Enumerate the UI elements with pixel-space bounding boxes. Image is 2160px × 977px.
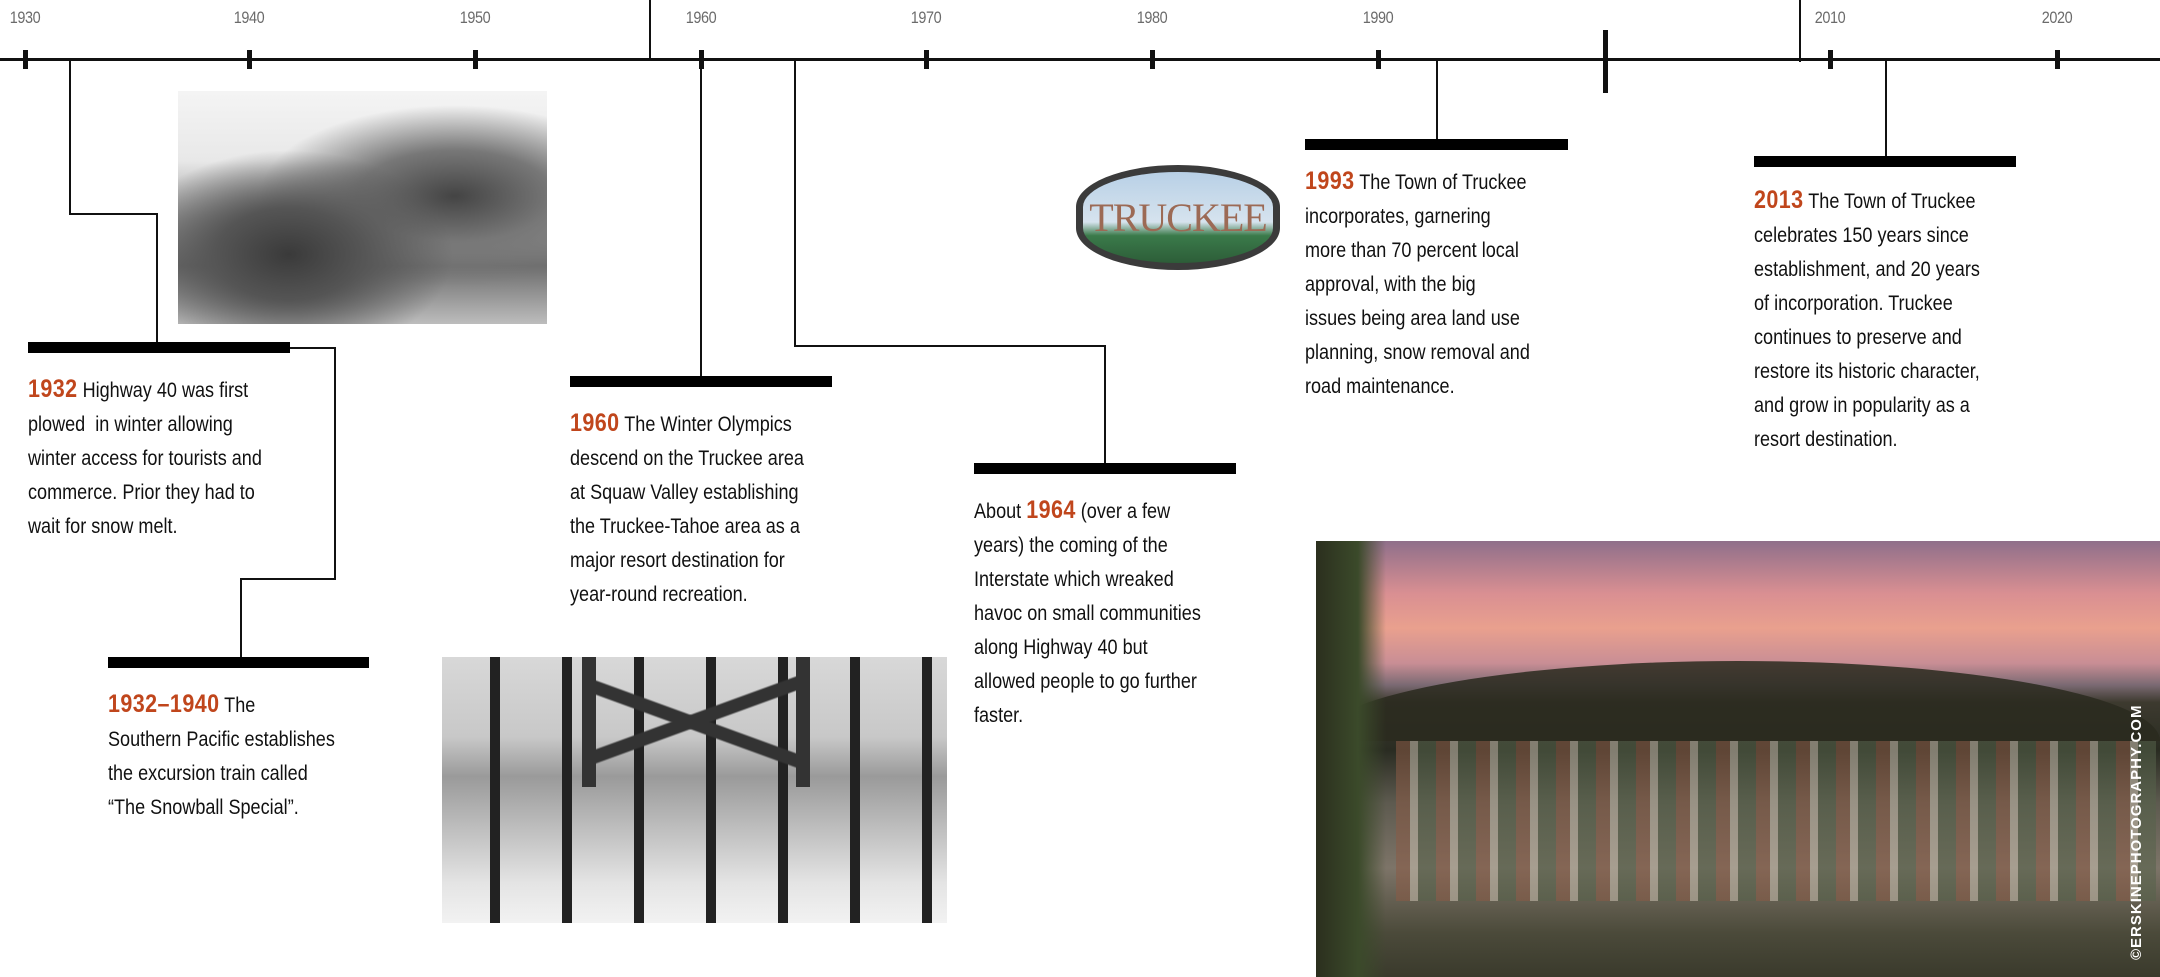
- event-text: 2013 The Town of Truckee celebrates 150 y…: [1754, 183, 1980, 457]
- year-label: 1950: [459, 8, 491, 27]
- olympic-skiers-photo: [442, 657, 947, 923]
- event-line: the Truckee-Tahoe area as a: [570, 515, 800, 538]
- event-line: along Highway 40 but: [974, 636, 1148, 659]
- event-line: wait for snow melt.: [28, 515, 178, 538]
- connector: [794, 345, 1106, 347]
- highway-40-photo: [178, 91, 547, 324]
- town-of-truckee-logo: TRUCKEE: [1076, 165, 1280, 270]
- divider-line: [1799, 0, 1801, 62]
- event-line: allowed people to go further: [974, 670, 1197, 693]
- event-line: major resort destination for: [570, 549, 785, 572]
- axis-tick: [924, 50, 929, 69]
- event-line: winter access for tourists and: [28, 447, 262, 470]
- event-text: 1993 The Town of Truckee incorporates, ga…: [1305, 164, 1530, 404]
- event-line: issues being area land use: [1305, 307, 1520, 330]
- event-line: resort destination.: [1754, 428, 1898, 451]
- connector: [1436, 60, 1438, 140]
- year-label: 2010: [1814, 8, 1846, 27]
- connector: [69, 213, 157, 215]
- connector: [240, 578, 242, 658]
- event-bar: [1305, 139, 1568, 150]
- event-line: Highway 40 was first: [77, 379, 249, 402]
- event-line: planning, snow removal and: [1305, 341, 1530, 364]
- year-label: 2020: [2041, 8, 2073, 27]
- connector: [794, 60, 796, 347]
- event-line: at Squaw Valley establishing: [570, 481, 799, 504]
- event-prefix: About: [974, 500, 1027, 523]
- axis-tick: [247, 50, 252, 69]
- event-line: plowed in winter allowing: [28, 413, 233, 436]
- event-line: (over a few: [1075, 500, 1171, 523]
- truckee-sunset-photo: [1316, 541, 2160, 977]
- year-label: 1980: [1136, 8, 1168, 27]
- event-line: The Town of Truckee: [1803, 190, 1976, 213]
- event-line: descend on the Truckee area: [570, 447, 804, 470]
- year-label: 1940: [233, 8, 265, 27]
- event-line: continues to preserve and: [1754, 326, 1962, 349]
- event-line: years) the coming of the: [974, 534, 1168, 557]
- event-line: the excursion train called: [108, 762, 308, 785]
- event-bar: [570, 376, 832, 387]
- event-line: commerce. Prior they had to: [28, 481, 255, 504]
- event-bar: [108, 657, 369, 668]
- axis-tick: [1828, 50, 1833, 69]
- axis-tick: [1150, 50, 1155, 69]
- event-line: faster.: [974, 704, 1024, 727]
- event-year: 1932–1940: [108, 690, 220, 718]
- photo-credit: ©ERSKINEPHOTOGRAPHY.COM: [2128, 704, 2145, 960]
- event-line: Southern Pacific establishes: [108, 728, 335, 751]
- connector: [240, 578, 336, 580]
- axis-break-mark: [1603, 30, 1608, 93]
- event-line: more than 70 percent local: [1305, 239, 1519, 262]
- connector: [156, 213, 158, 344]
- event-line: celebrates 150 years since: [1754, 224, 1969, 247]
- axis-tick: [23, 50, 28, 69]
- event-year: 1960: [570, 409, 620, 437]
- event-text: 1932 Highway 40 was first plowed in winte…: [28, 372, 262, 544]
- connector: [1885, 60, 1887, 157]
- event-line: restore its historic character,: [1754, 360, 1980, 383]
- event-bar: [28, 342, 290, 353]
- event-bar: [1754, 156, 2016, 167]
- event-line: incorporates, garnering: [1305, 205, 1491, 228]
- event-line: “The Snowball Special”.: [108, 796, 299, 819]
- axis-tick: [699, 50, 704, 69]
- year-label: 1930: [9, 8, 41, 27]
- event-year: 1964: [1026, 496, 1076, 524]
- event-line: The: [219, 694, 256, 717]
- event-bar: [974, 463, 1236, 474]
- event-text: About 1964 (over a few years) the coming …: [974, 493, 1201, 733]
- connector: [290, 347, 336, 349]
- connector: [334, 347, 336, 579]
- year-label: 1970: [910, 8, 942, 27]
- axis-tick: [1376, 50, 1381, 69]
- event-line: approval, with the big: [1305, 273, 1476, 296]
- timeline-axis: [0, 58, 2160, 61]
- event-line: Interstate which wreaked: [974, 568, 1174, 591]
- event-line: havoc on small communities: [974, 602, 1201, 625]
- event-text: 1932–1940 The Southern Pacific establishe…: [108, 687, 335, 825]
- event-line: road maintenance.: [1305, 375, 1455, 398]
- event-line: The Winter Olympics: [619, 413, 792, 436]
- event-line: The Town of Truckee: [1354, 171, 1527, 194]
- divider-line: [649, 0, 651, 60]
- connector: [1104, 345, 1106, 464]
- event-year: 1932: [28, 375, 78, 403]
- event-text: 1960 The Winter Olympics descend on the T…: [570, 406, 804, 612]
- year-label: 1990: [1362, 8, 1394, 27]
- event-line: and grow in popularity as a: [1754, 394, 1970, 417]
- event-line: year-round recreation.: [570, 583, 748, 606]
- year-label: 1960: [685, 8, 717, 27]
- connector: [69, 60, 71, 214]
- event-year: 2013: [1754, 186, 1804, 214]
- event-line: establishment, and 20 years: [1754, 258, 1980, 281]
- axis-tick: [473, 50, 478, 69]
- event-year: 1993: [1305, 167, 1355, 195]
- event-line: of incorporation. Truckee: [1754, 292, 1953, 315]
- connector: [700, 60, 702, 377]
- axis-tick: [2055, 50, 2060, 69]
